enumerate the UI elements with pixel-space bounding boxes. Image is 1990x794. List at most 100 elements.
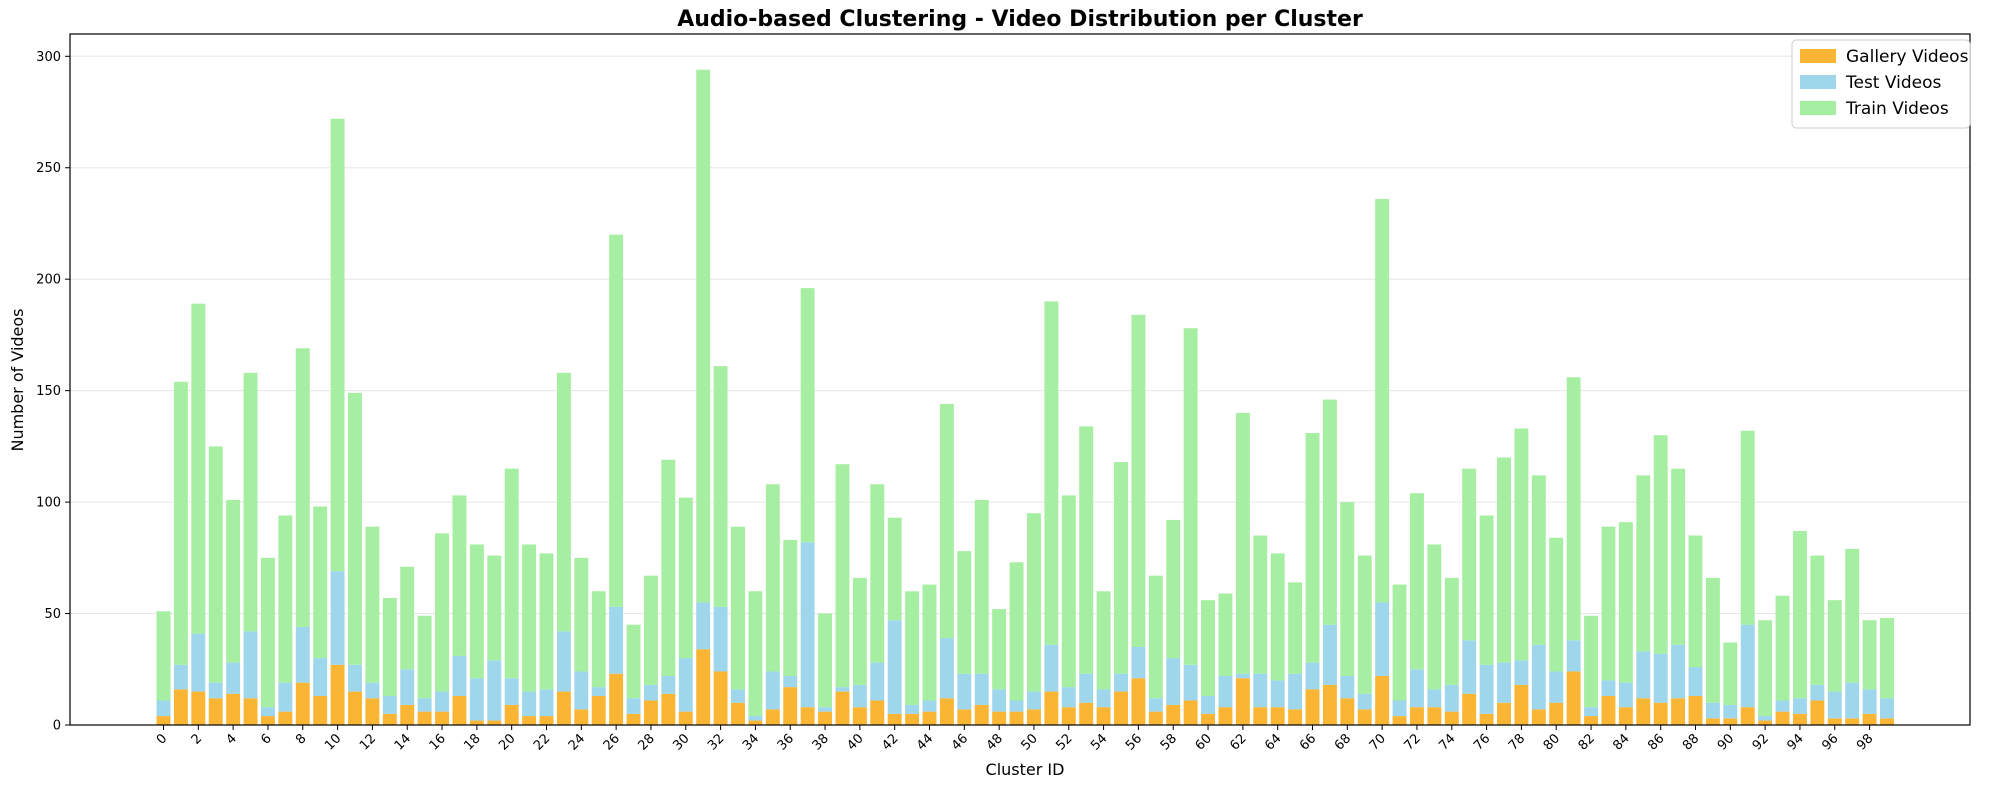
bar-train-cluster-25 <box>591 591 606 688</box>
bar-test-cluster-71 <box>1392 700 1407 717</box>
bar-test-cluster-97 <box>1845 682 1860 719</box>
bar-test-cluster-98 <box>1862 689 1877 714</box>
bar-test-cluster-53 <box>1079 673 1094 703</box>
y-tick-label: 250 <box>36 161 61 176</box>
bar-test-cluster-25 <box>591 687 606 697</box>
bar-train-cluster-82 <box>1584 615 1599 708</box>
bar-test-cluster-7 <box>278 682 293 712</box>
bar-test-cluster-99 <box>1880 698 1894 719</box>
legend-swatch-gallery <box>1800 49 1836 63</box>
bar-gallery-cluster-26 <box>609 673 624 725</box>
bar-gallery-cluster-92 <box>1758 720 1773 725</box>
bar-train-cluster-77 <box>1497 457 1511 663</box>
bar-gallery-cluster-60 <box>1201 713 1216 725</box>
bar-gallery-cluster-2 <box>191 691 206 725</box>
bar-test-cluster-30 <box>678 658 693 712</box>
bar-train-cluster-58 <box>1166 519 1181 659</box>
bar-gallery-cluster-7 <box>278 711 293 725</box>
bar-gallery-cluster-29 <box>661 693 676 725</box>
bar-train-cluster-98 <box>1862 620 1877 690</box>
y-tick-label: 300 <box>36 50 61 65</box>
bar-gallery-cluster-6 <box>260 716 275 725</box>
bar-test-cluster-9 <box>313 658 328 697</box>
bar-train-cluster-81 <box>1566 377 1581 641</box>
bar-test-cluster-56 <box>1131 646 1146 679</box>
bar-train-cluster-92 <box>1758 620 1773 717</box>
bar-gallery-cluster-81 <box>1566 671 1581 725</box>
bar-test-cluster-26 <box>609 606 624 674</box>
bar-gallery-cluster-32 <box>713 671 728 725</box>
bar-gallery-cluster-43 <box>905 713 920 725</box>
bar-train-cluster-69 <box>1357 555 1372 694</box>
bar-train-cluster-21 <box>522 544 537 692</box>
bar-gallery-cluster-54 <box>1096 707 1111 725</box>
bar-gallery-cluster-35 <box>765 709 780 725</box>
bar-train-cluster-45 <box>939 404 954 639</box>
y-axis-ticks: 0 50 100 150 200 250 300 <box>36 50 70 734</box>
bar-gallery-cluster-71 <box>1392 716 1407 725</box>
bar-test-cluster-69 <box>1357 693 1372 710</box>
bar-gallery-cluster-88 <box>1688 696 1703 725</box>
bar-gallery-cluster-21 <box>522 716 537 725</box>
bar-test-cluster-93 <box>1775 700 1790 712</box>
bar-train-cluster-96 <box>1827 600 1842 692</box>
bar-gallery-cluster-5 <box>243 698 258 725</box>
legend-label-train: Train Videos <box>1845 99 1949 119</box>
bar-test-cluster-36 <box>783 675 798 688</box>
bar-gallery-cluster-20 <box>504 704 519 725</box>
bar-test-cluster-51 <box>1044 644 1059 692</box>
bar-gallery-cluster-0 <box>156 716 171 725</box>
bar-gallery-cluster-10 <box>330 664 345 725</box>
bar-gallery-cluster-95 <box>1810 700 1825 725</box>
bar-train-cluster-27 <box>626 624 641 699</box>
bar-gallery-cluster-59 <box>1183 700 1198 725</box>
bar-gallery-cluster-27 <box>626 713 641 725</box>
bar-gallery-cluster-82 <box>1584 716 1599 725</box>
bar-gallery-cluster-69 <box>1357 709 1372 725</box>
bar-test-cluster-3 <box>208 682 223 699</box>
bars-group <box>156 69 1894 725</box>
bar-test-cluster-1 <box>173 664 188 690</box>
bar-test-cluster-75 <box>1462 640 1477 694</box>
bar-gallery-cluster-87 <box>1671 698 1686 725</box>
bar-train-cluster-88 <box>1688 535 1703 668</box>
bar-train-cluster-31 <box>696 69 711 603</box>
bar-train-cluster-95 <box>1810 555 1825 685</box>
bar-test-cluster-59 <box>1183 664 1198 701</box>
bar-test-cluster-19 <box>487 660 502 721</box>
bar-gallery-cluster-94 <box>1792 713 1807 725</box>
bar-test-cluster-64 <box>1270 680 1285 708</box>
bar-test-cluster-54 <box>1096 689 1111 708</box>
bar-gallery-cluster-39 <box>835 691 850 725</box>
bar-test-cluster-22 <box>539 689 554 717</box>
bar-gallery-cluster-75 <box>1462 693 1477 725</box>
bar-train-cluster-65 <box>1288 582 1303 674</box>
bar-test-cluster-55 <box>1114 673 1128 692</box>
bar-test-cluster-70 <box>1375 602 1390 676</box>
bar-train-cluster-29 <box>661 459 676 676</box>
bar-train-cluster-54 <box>1096 591 1111 690</box>
bar-test-cluster-16 <box>435 691 450 712</box>
bar-gallery-cluster-19 <box>487 720 502 725</box>
bar-gallery-cluster-16 <box>435 711 450 725</box>
bar-test-cluster-5 <box>243 631 258 699</box>
y-tick-label: 100 <box>36 496 61 511</box>
bar-gallery-cluster-65 <box>1288 709 1303 725</box>
bar-gallery-cluster-41 <box>870 700 885 725</box>
bar-train-cluster-46 <box>957 551 972 674</box>
bar-train-cluster-78 <box>1514 428 1529 661</box>
bar-gallery-cluster-14 <box>400 704 415 725</box>
bar-train-cluster-99 <box>1880 618 1894 699</box>
bar-gallery-cluster-51 <box>1044 691 1059 725</box>
bar-gallery-cluster-67 <box>1322 684 1337 725</box>
y-axis-label: Number of Videos <box>8 308 27 451</box>
bar-gallery-cluster-98 <box>1862 713 1877 725</box>
bar-train-cluster-10 <box>330 118 345 572</box>
bar-train-cluster-47 <box>974 499 989 674</box>
bar-train-cluster-68 <box>1340 502 1355 676</box>
bar-test-cluster-91 <box>1740 624 1755 708</box>
bar-train-cluster-34 <box>748 591 763 717</box>
bar-train-cluster-37 <box>800 288 815 543</box>
